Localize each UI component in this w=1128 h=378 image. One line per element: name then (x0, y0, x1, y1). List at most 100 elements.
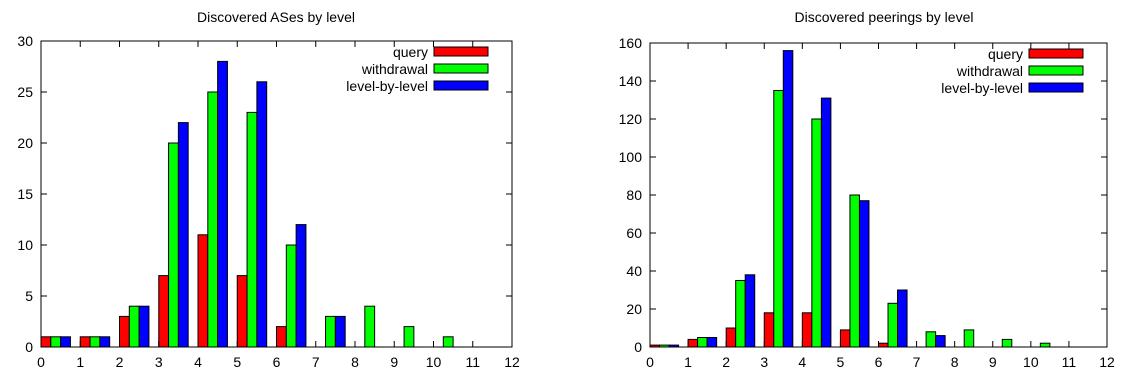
y-tick-label: 20 (17, 135, 33, 151)
y-tick-label: 40 (626, 263, 642, 279)
bar-query-2 (119, 315, 130, 348)
x-tick-label: 8 (951, 354, 959, 370)
x-tick-label: 0 (37, 354, 45, 370)
bar-withdrawal-1 (89, 336, 101, 348)
bar-withdrawal-6 (285, 244, 297, 348)
bar-query-3 (763, 312, 775, 348)
bar-withdrawal-0 (50, 336, 62, 348)
legend-label-withdrawal: withdrawal (361, 61, 428, 77)
bar-level-by-level-2 (138, 305, 150, 348)
bar-level-by-level-3 (782, 50, 794, 348)
bar-level-by-level-5 (256, 81, 268, 348)
x-tick-label: 1 (76, 354, 84, 370)
x-tick-label: 10 (1023, 354, 1039, 370)
bar-withdrawal-4 (207, 91, 219, 348)
bar-withdrawal-5 (246, 111, 258, 348)
x-tick-label: 1 (684, 354, 692, 370)
x-tick-label: 10 (426, 354, 442, 370)
bar-withdrawal-2 (735, 280, 746, 348)
y-tick-label: 100 (619, 149, 643, 165)
legend-swatch-query (433, 46, 489, 57)
x-tick-label: 5 (837, 354, 845, 370)
legend-label-level-by-level: level-by-level (941, 80, 1023, 96)
bar-withdrawal-2 (128, 305, 140, 348)
chart-title: Discovered peerings by level (795, 9, 974, 25)
x-tick-label: 0 (646, 354, 654, 370)
y-tick-label: 120 (619, 111, 643, 127)
y-tick-label: 0 (634, 339, 642, 355)
bar-withdrawal-10 (1039, 342, 1051, 348)
y-tick-label: 25 (17, 84, 33, 100)
legend-swatch-query (1028, 48, 1084, 59)
bar-level-by-level-6 (897, 289, 908, 348)
bar-withdrawal-7 (925, 331, 937, 348)
x-tick-label: 2 (116, 354, 124, 370)
y-tick-label: 160 (619, 35, 643, 51)
bar-level-by-level-7 (334, 315, 346, 348)
bar-query-4 (801, 312, 813, 348)
bar-withdrawal-8 (364, 305, 376, 348)
bar-withdrawal-4 (811, 118, 822, 348)
bar-query-6 (276, 326, 287, 348)
x-tick-label: 11 (1062, 354, 1077, 370)
x-tick-label: 9 (989, 354, 997, 370)
x-tick-label: 7 (913, 354, 921, 370)
y-tick-label: 80 (626, 187, 642, 203)
x-tick-label: 6 (273, 354, 281, 370)
y-tick-label: 140 (619, 73, 643, 89)
legend-label-level-by-level: level-by-level (346, 78, 428, 94)
bar-query-2 (725, 327, 737, 348)
x-tick-label: 6 (875, 354, 883, 370)
bar-level-by-level-7 (935, 335, 946, 348)
x-tick-label: 12 (1099, 354, 1115, 370)
legend-swatch-level-by-level (1028, 82, 1084, 93)
x-tick-label: 3 (760, 354, 768, 370)
legend-swatch-withdrawal (433, 63, 489, 74)
bar-withdrawal-7 (325, 315, 336, 348)
bar-level-by-level-0 (60, 336, 71, 348)
bar-query-1 (79, 336, 91, 348)
y-tick-label: 10 (17, 237, 33, 253)
bar-query-6 (878, 342, 889, 348)
bar-level-by-level-6 (295, 224, 307, 348)
bar-level-by-level-2 (744, 274, 756, 348)
y-tick-label: 20 (626, 301, 642, 317)
bar-withdrawal-1 (697, 337, 708, 348)
bar-withdrawal-3 (168, 142, 179, 348)
bar-query-1 (687, 338, 699, 348)
bar-level-by-level-1 (706, 337, 718, 348)
legend-swatch-withdrawal (1028, 65, 1084, 76)
y-tick-label: 5 (25, 288, 33, 304)
legend-label-query: query (393, 44, 428, 60)
legend-label-query: query (988, 46, 1023, 62)
bar-query-5 (236, 275, 248, 348)
x-tick-label: 3 (155, 354, 163, 370)
bar-withdrawal-6 (887, 302, 899, 348)
bar-query-5 (839, 329, 851, 348)
bar-level-by-level-4 (217, 60, 228, 348)
y-tick-label: 60 (626, 225, 642, 241)
bar-level-by-level-4 (820, 97, 832, 348)
bar-withdrawal-10 (442, 336, 454, 348)
legend-swatch-level-by-level (433, 80, 489, 91)
bar-query-3 (158, 275, 170, 348)
x-tick-label: 2 (722, 354, 730, 370)
bar-withdrawal-9 (1001, 338, 1013, 348)
x-tick-label: 4 (194, 354, 202, 370)
x-tick-label: 9 (390, 354, 398, 370)
y-tick-label: 0 (25, 339, 33, 355)
x-tick-label: 4 (798, 354, 806, 370)
bar-level-by-level-3 (177, 122, 189, 348)
x-tick-label: 5 (233, 354, 241, 370)
x-tick-label: 8 (351, 354, 359, 370)
bar-query-4 (197, 234, 209, 348)
chart-discovered-peerings: Discovered peerings by level020406080100… (619, 9, 1115, 370)
bar-withdrawal-9 (403, 326, 415, 348)
x-tick-label: 11 (465, 354, 480, 370)
x-tick-label: 12 (504, 354, 520, 370)
bar-level-by-level-5 (858, 200, 870, 348)
bar-level-by-level-1 (99, 336, 111, 348)
y-tick-label: 15 (17, 186, 33, 202)
legend-label-withdrawal: withdrawal (956, 63, 1023, 79)
